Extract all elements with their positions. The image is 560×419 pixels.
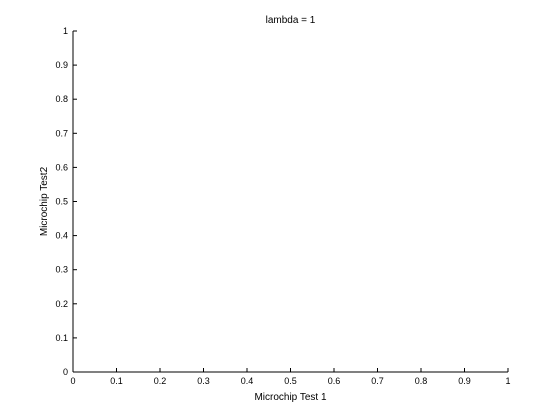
- axes-background: [73, 31, 508, 372]
- y-axis-label: Microchip Test2: [39, 166, 50, 236]
- x-tick-label: 0: [70, 376, 75, 386]
- x-axis-label: Microchip Test 1: [254, 392, 327, 403]
- x-tick-label: 0.9: [458, 376, 471, 386]
- y-tick-label: 0.1: [55, 333, 68, 343]
- y-tick-label: 1: [63, 26, 68, 36]
- y-tick-label: 0.5: [55, 197, 68, 207]
- x-tick-label: 0.8: [415, 376, 428, 386]
- y-tick-label: 0.2: [55, 299, 68, 309]
- plot-area: 0 0.1 0.2 0.3 0.4 0.5 0.6 0.7 0.8 0.9 1 0 0.1 0.2 0.3…: [55, 26, 510, 386]
- y-tick-label: 0.7: [55, 128, 68, 138]
- y-tick-label: 0: [63, 367, 68, 377]
- x-axis-ticks: 0 0.1 0.2 0.3 0.4 0.5 0.6 0.7 0.8 0.9 1: [70, 368, 511, 386]
- x-tick-label: 0.3: [197, 376, 210, 386]
- y-tick-label: 0.9: [55, 60, 68, 70]
- chart-title: lambda = 1: [266, 15, 316, 26]
- x-tick-label: 0.4: [241, 376, 254, 386]
- y-tick-label: 0.6: [55, 162, 68, 172]
- x-tick-label: 0.6: [328, 376, 341, 386]
- y-tick-label: 0.4: [55, 231, 68, 241]
- y-tick-label: 0.8: [55, 94, 68, 104]
- x-tick-label: 1: [505, 376, 510, 386]
- x-tick-label: 0.7: [371, 376, 384, 386]
- x-tick-label: 0.5: [284, 376, 297, 386]
- y-tick-label: 0.3: [55, 265, 68, 275]
- x-tick-label: 0.1: [110, 376, 123, 386]
- x-tick-label: 0.2: [154, 376, 167, 386]
- y-axis-ticks: 0 0.1 0.2 0.3 0.4 0.5 0.6 0.7 0.8 0.9 1: [55, 26, 77, 377]
